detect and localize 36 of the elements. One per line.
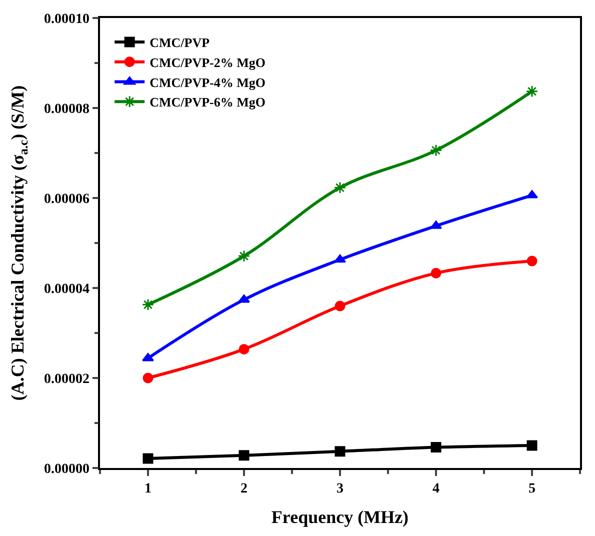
point xyxy=(238,450,250,461)
point xyxy=(526,440,538,451)
point xyxy=(334,300,346,312)
point xyxy=(430,220,442,229)
x-tick-label: 5 xyxy=(528,482,536,497)
y-tick-label: 0.00000 xyxy=(44,462,90,477)
x-tick-label: 3 xyxy=(336,482,344,497)
point xyxy=(526,190,538,198)
x-axis-title: Frequency (MHz) xyxy=(271,507,409,528)
legend-label: CMC/PVP xyxy=(150,35,210,50)
point xyxy=(430,442,442,453)
point xyxy=(142,298,154,311)
point xyxy=(238,294,250,303)
x-tick-label: 4 xyxy=(432,482,440,497)
point xyxy=(142,372,154,384)
x-tick-label: 1 xyxy=(144,482,152,497)
point xyxy=(334,182,346,194)
point xyxy=(238,250,250,262)
point xyxy=(526,85,538,98)
y-tick-label: 0.00006 xyxy=(44,192,90,207)
y-tick-label: 0.00004 xyxy=(44,282,90,297)
point xyxy=(142,352,154,362)
point xyxy=(238,344,250,354)
legend-label: CMC/PVP-4% MgO xyxy=(150,74,266,90)
x-tick-label: 2 xyxy=(240,482,248,497)
legend-label: CMC/PVP-6% MgO xyxy=(150,94,266,110)
y-tick-label: 0.00002 xyxy=(44,372,90,387)
point xyxy=(142,453,154,464)
point xyxy=(334,446,346,457)
legend-label: CMC/PVP-2% MgO xyxy=(150,54,266,70)
point xyxy=(430,268,442,278)
point xyxy=(334,254,346,263)
y-tick-label: 0.00008 xyxy=(44,102,90,117)
y-tick-label: 0.00010 xyxy=(44,12,90,27)
point xyxy=(526,256,538,266)
point xyxy=(430,144,442,156)
